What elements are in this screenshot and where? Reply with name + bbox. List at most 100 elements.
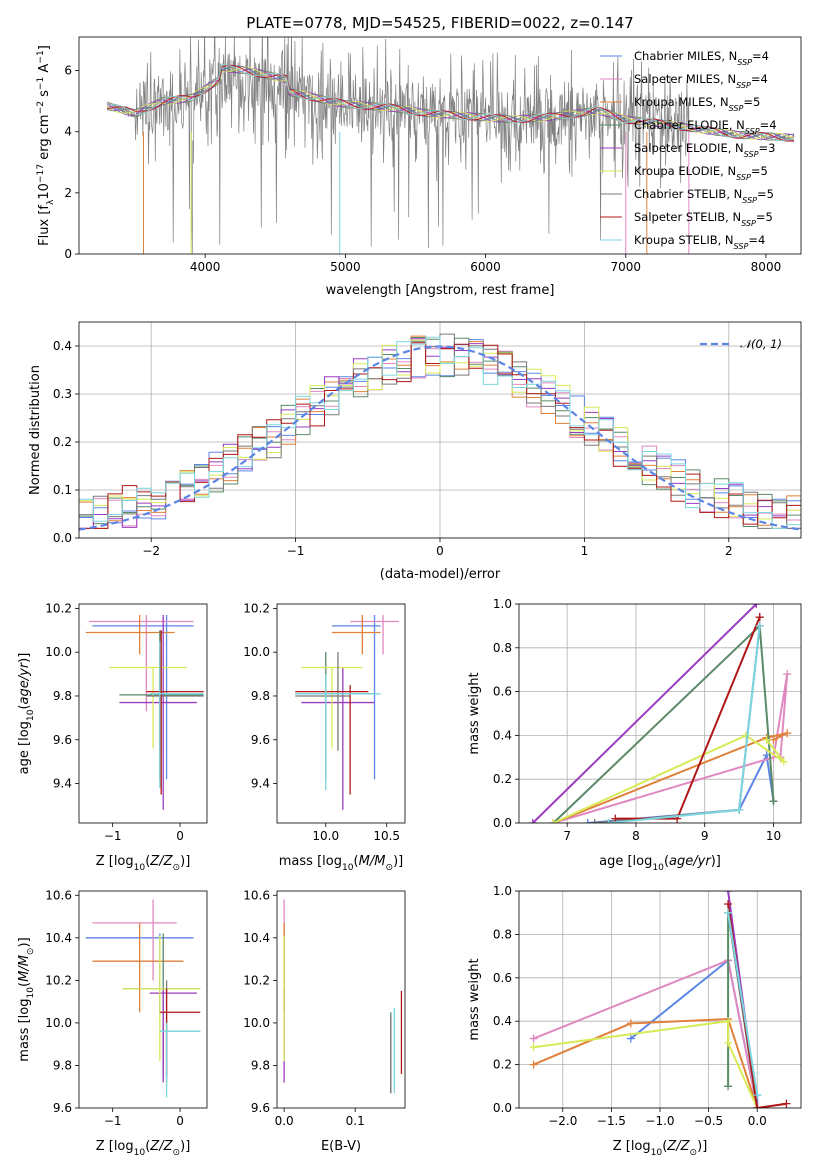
panel-weight-vs-Z: −2.0 −1.5 −1.0 −0.5 0.0 0.0 0.2 0.4 0.6 0.8 1.0 Z […	[467, 884, 802, 1158]
x-tick-label: 7	[563, 829, 571, 843]
axes-frame	[518, 603, 802, 824]
panel-age-vs-mass: 10.0 10.5 9.4 9.6 9.8 10.0 10.2 mass [log10(M/M…	[243, 601, 406, 873]
plus-marker	[549, 819, 558, 823]
observed-spectrum	[106, 37, 795, 254]
plus-marker	[724, 891, 733, 895]
y-tick-label: 2	[64, 186, 72, 200]
y-tick-label: 0.3	[53, 387, 72, 401]
legend-entry: Salpeter ELODIE, NSSP=3	[634, 141, 775, 159]
y-tick-label: 10.2	[45, 601, 72, 615]
y-tick-label: 0	[64, 247, 72, 261]
weight-line-5	[533, 1020, 759, 1108]
plot-area	[85, 899, 201, 1098]
legend-entry: Kroupa MILES, NSSP=5	[634, 95, 760, 113]
x-tick-label: 10.5	[373, 829, 400, 843]
plot-area	[283, 899, 403, 1094]
y-tick-label: 0.4	[493, 728, 512, 742]
weight-line-2	[553, 732, 788, 823]
model-fit-7	[106, 64, 795, 142]
plus-marker	[762, 735, 771, 744]
y-tick-label: 0.0	[493, 1101, 512, 1115]
x-tick-label: 6000	[470, 260, 501, 274]
plus-marker	[724, 900, 733, 909]
y-tick-label: 0.0	[53, 531, 72, 545]
x-tick-label: 10	[766, 829, 781, 843]
x-tick-label: −1	[104, 829, 122, 843]
x-axis-label: age [log10(age/yr)]	[599, 854, 721, 873]
legend-entry: Chabrier ELODIE, NSSP=4	[634, 118, 777, 136]
y-tick-label: 1.0	[493, 884, 512, 898]
y-tick-label: 10.4	[243, 931, 270, 945]
x-axis-label: Z [log10(Z/Z⊙)]	[96, 854, 191, 873]
axes-frame	[276, 890, 406, 1109]
y-tick-label: 10.2	[243, 973, 270, 987]
plus-marker	[724, 1038, 733, 1047]
x-axis-label: (data-model)/error	[380, 567, 501, 582]
y-tick-label: 9.6	[53, 733, 72, 747]
y-tick-label: 0.4	[53, 339, 72, 353]
weight-line-8	[608, 625, 761, 823]
y-axis-label: mass weight	[467, 958, 482, 1040]
y-tick-label: 10.6	[243, 888, 270, 902]
plus-marker	[741, 731, 750, 740]
axes-frame	[276, 603, 406, 824]
y-tick-label: 0.8	[493, 927, 512, 941]
y-tick-label: 0.4	[493, 1014, 512, 1028]
x-tick-label: 4000	[190, 260, 221, 274]
legend-entry: 𝒩(0, 1)	[740, 337, 782, 351]
y-tick-label: 0.2	[493, 772, 512, 786]
plus-marker	[604, 819, 613, 823]
y-tick-label: 0.8	[493, 641, 512, 655]
y-tick-label: 9.8	[53, 689, 72, 703]
y-axis-label: Flux [fλ10−17 erg cm−2 s−1 A−1]	[36, 45, 56, 246]
legend: 𝒩(0, 1)	[700, 337, 782, 351]
y-tick-label: 10.6	[45, 888, 72, 902]
plus-marker	[626, 1034, 635, 1043]
y-tick-label: 0.0	[493, 816, 512, 830]
model-fit-6	[106, 65, 795, 142]
panel-weight-vs-age: 7 8 9 10 0.0 0.2 0.4 0.6 0.8 1.0 age [log10(age/yr…	[467, 597, 802, 873]
x-tick-label: 5000	[330, 260, 361, 274]
plus-marker	[783, 729, 792, 738]
y-tick-label: 10.2	[243, 601, 270, 615]
legend-entry: Chabrier MILES, NSSP=4	[634, 49, 769, 67]
x-tick-label: −1	[104, 1114, 122, 1128]
plot-area	[106, 37, 795, 254]
y-tick-label: 9.6	[251, 733, 270, 747]
y-tick-label: 10.0	[45, 1016, 72, 1030]
y-tick-label: 9.6	[251, 1101, 270, 1115]
plus-marker	[769, 797, 778, 806]
x-tick-label: 0	[176, 829, 184, 843]
plot-area	[85, 614, 204, 810]
plot-area	[519, 891, 801, 1108]
panel-residuals: −2 −1 0 1 2 0.0 0.1 0.2 0.3 0.4 (data-model)/error…	[28, 321, 802, 582]
plot-area	[519, 604, 801, 823]
y-tick-label: 9.8	[251, 689, 270, 703]
plus-marker	[779, 757, 788, 766]
x-tick-label: 0	[176, 1114, 184, 1128]
panel-mass-vs-Z: −1 0 9.6 9.8 10.0 10.2 10.4 10.6 Z [log10(Z/Z⊙)]…	[17, 888, 208, 1158]
weight-line-4	[532, 604, 757, 823]
x-tick-label: 10.0	[312, 829, 339, 843]
axes-frame	[78, 890, 208, 1109]
weight-line-8	[727, 912, 759, 1096]
y-tick-label: 9.8	[53, 1058, 72, 1072]
y-tick-label: 10.2	[45, 973, 72, 987]
plus-marker	[782, 1099, 791, 1108]
y-tick-label: 6	[64, 64, 72, 78]
x-axis-label: wavelength [Angstrom, rest frame]	[326, 283, 555, 298]
figure-title: PLATE=0778, MJD=54525, FIBERID=0022, z=0…	[246, 14, 633, 32]
x-tick-label: −2	[142, 544, 160, 558]
x-tick-label: 0.1	[346, 1114, 365, 1128]
x-tick-label: 0.0	[748, 1114, 767, 1128]
y-tick-label: 10.0	[45, 645, 72, 659]
y-axis-label: mass weight	[467, 672, 482, 754]
x-tick-label: 0	[436, 544, 444, 558]
y-tick-label: 4	[64, 125, 72, 139]
x-tick-label: 0.0	[275, 1114, 294, 1128]
y-tick-label: 0.6	[493, 971, 512, 985]
y-tick-label: 1.0	[493, 597, 512, 611]
plus-marker	[752, 604, 761, 608]
